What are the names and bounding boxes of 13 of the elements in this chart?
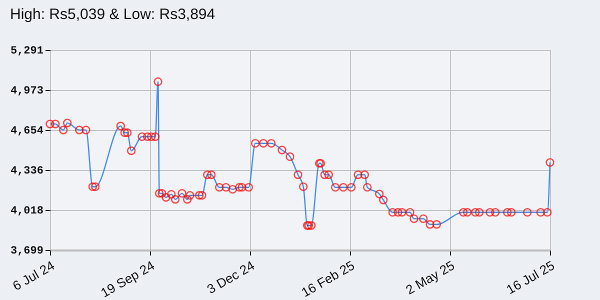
y-tick-label: 5,291 (10, 46, 44, 58)
x-tick-label: 16 Jul 25 (504, 258, 557, 298)
x-tick-label: 3 Dec 24 (204, 258, 257, 297)
y-tick-label: 4,336 (10, 165, 44, 178)
chart-title: High: Rs5,039 & Low: Rs3,894 (10, 6, 216, 23)
x-tick-label: 6 Jul 24 (10, 258, 57, 294)
y-tick-label: 4,654 (10, 126, 44, 138)
y-tick-label: 3,699 (10, 246, 44, 258)
x-tick-label: 2 May 25 (403, 258, 457, 298)
y-tick-label: 4,973 (10, 85, 44, 98)
y-tick-label: 4,018 (10, 205, 44, 218)
x-tick-label: 16 Feb 25 (298, 258, 357, 300)
x-tick-label: 19 Sep 24 (98, 258, 157, 300)
